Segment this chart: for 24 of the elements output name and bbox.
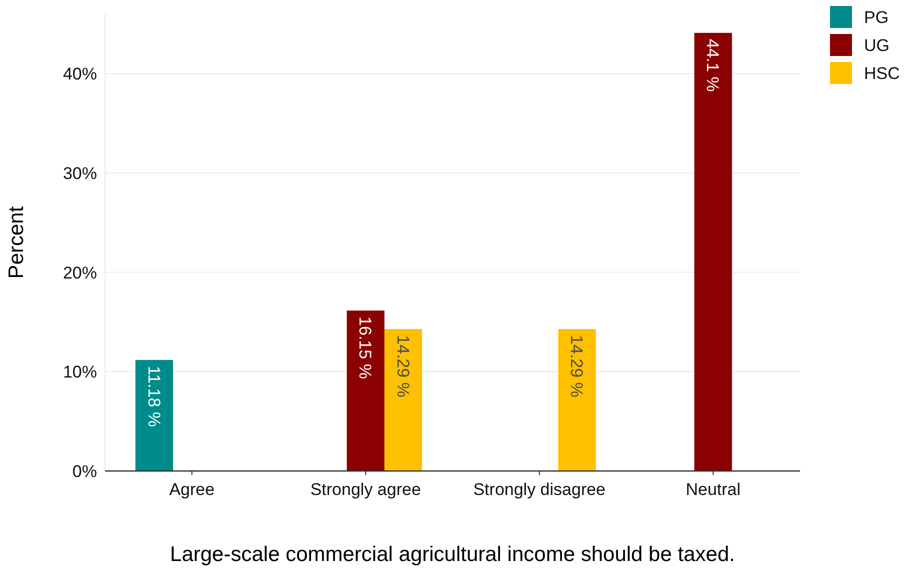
x-tick-label: Strongly disagree	[473, 480, 606, 499]
x-tick-label: Neutral	[686, 480, 741, 499]
y-tick-label: 0%	[72, 462, 97, 481]
x-tick-label: Agree	[169, 480, 215, 499]
legend-label: PG	[864, 8, 889, 27]
data-label: 14.29 %	[393, 335, 412, 398]
y-tick-label: 30%	[62, 164, 97, 183]
data-label: 14.29 %	[567, 335, 586, 398]
y-axis-title: Percent	[5, 206, 28, 279]
legend-label: UG	[864, 36, 890, 55]
y-tick-label: 40%	[62, 64, 97, 84]
bar	[384, 329, 422, 471]
data-label: 44.1 %	[703, 38, 722, 92]
data-label: 11.18 %	[144, 366, 164, 428]
x-axis-title: Large-scale commercial agricultural income should be taxed.	[170, 543, 735, 566]
legend-label: HSC	[864, 64, 900, 83]
x-tick-label: Strongly agree	[310, 480, 421, 499]
bar	[694, 32, 732, 471]
y-tick-label: 20%	[62, 263, 97, 282]
bar	[558, 329, 596, 471]
bar	[346, 310, 384, 471]
bar	[135, 360, 174, 471]
data-label: 16.15 %	[356, 316, 375, 379]
y-tick-label: 10%	[62, 362, 97, 382]
